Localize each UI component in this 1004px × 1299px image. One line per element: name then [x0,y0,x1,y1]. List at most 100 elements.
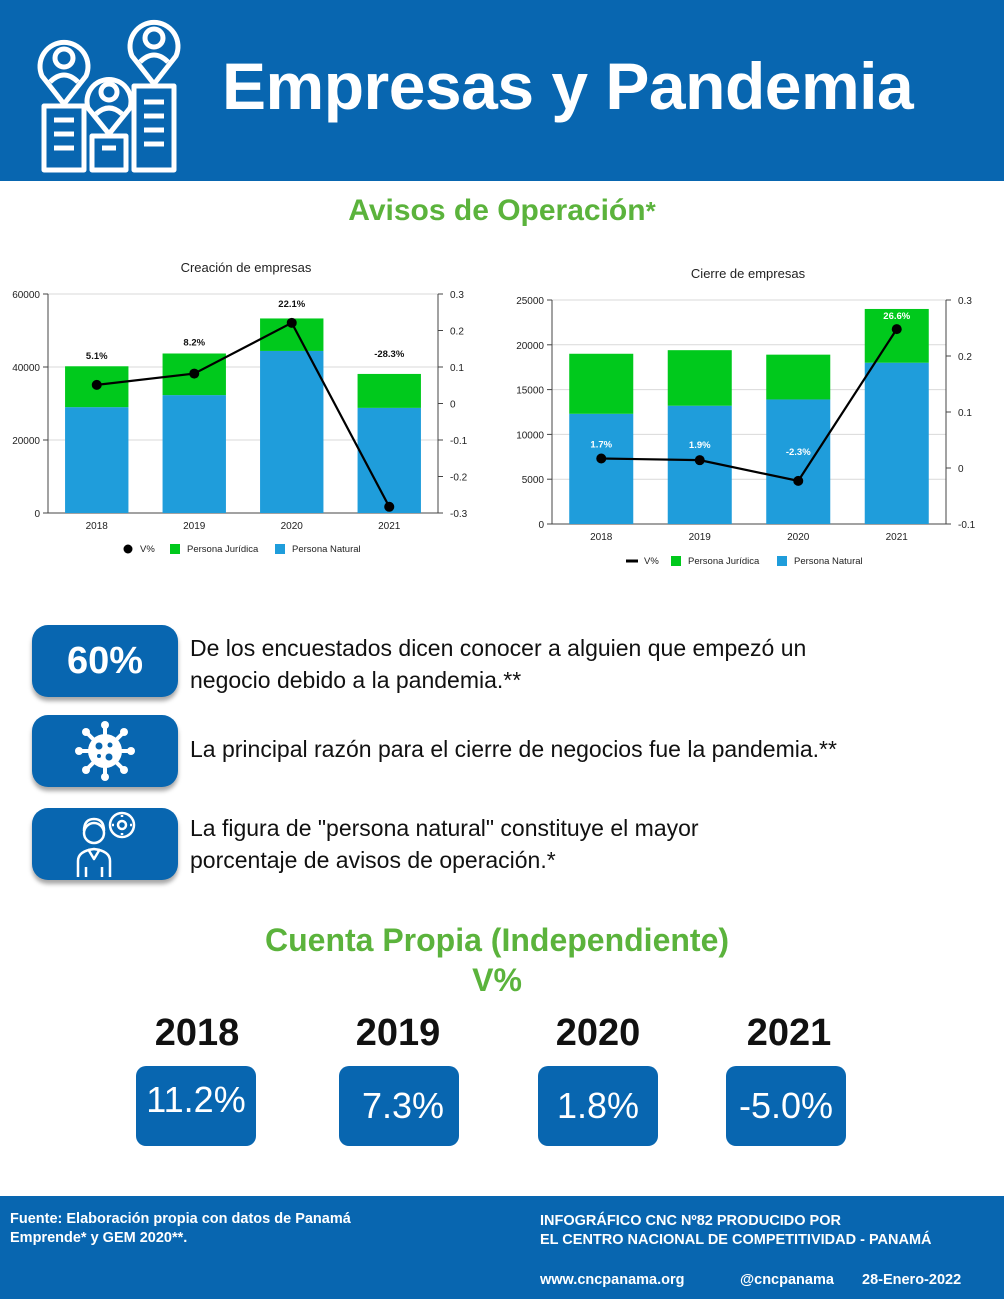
data-label: 8.2% [183,338,205,349]
bar-persona-natural [766,399,831,524]
x-tick-label: 2021 [886,532,909,543]
line-point [694,455,705,466]
chart-creacion-svg: Creación de empresas 0 20000 40000 60000 -0.3… [12,260,468,555]
y2-tick-label: -0.1 [450,436,468,447]
series-line-v [601,328,898,483]
fact-pill-60: 60% [32,625,178,697]
chart-cierre: Cierre de empresas 0 5000 10000 15000 20000 25… [500,258,1004,578]
line-point [189,368,200,379]
bar-persona-jurídica [667,350,732,406]
line-point [596,453,607,464]
fact-text-2: La principal razón para el cierre de neg… [190,736,837,762]
data-label: 1.9% [689,440,711,451]
bar-persona-natural [864,362,929,524]
chart-title: Creación de empresas [181,260,312,275]
chart-cierre-svg: Cierre de empresas 0 5000 10000 15000 20000 25… [516,266,976,567]
year-value-box: 1.8% [538,1066,658,1146]
legend-marker-v [123,544,133,554]
header: Empresas y Pandemia [0,0,1004,181]
bar-persona-jurídica [569,353,634,414]
chart-creacion: Creación de empresas 0 20000 40000 60000 -0.3… [0,252,470,572]
footer-social-handle[interactable]: @cncpanama [740,1272,834,1288]
cuenta-title: Cuenta Propia (Independiente) [264,922,730,958]
legend-label: Persona Natural [292,544,361,555]
footer-credit-line-2: EL CENTRO NACIONAL DE COMPETITIVIDAD - P… [540,1232,932,1248]
y2-tick-label: 0.3 [958,296,972,307]
x-tick-label: 2020 [787,532,810,543]
footer-source: Fuente: Elaboración propia con datos de … [10,1211,351,1246]
data-label: 5.1% [86,351,108,362]
y2-tick-label: 0 [958,464,964,475]
footer: Fuente: Elaboración propia con datos de … [0,1196,1004,1299]
legend-label: Persona Natural [794,556,863,567]
bar-persona-jurídica [864,308,929,363]
year-value: 7.3% [361,1085,445,1126]
y-tick-label: 60000 [12,290,40,301]
cuenta-subtitle: V% [472,962,522,998]
year-label: 2018 [154,1012,240,1054]
y2-tick-label: 0.2 [450,327,464,338]
year-value-box: 7.3% [339,1066,459,1146]
fact-text-3: La figura de "persona natural" constituy… [190,815,699,873]
year-value-box: 11.2% [136,1066,256,1146]
y-tick-label: 20000 [12,436,40,447]
legend-label: V% [644,556,659,567]
x-tick-label: 2019 [689,532,712,543]
bar-persona-jurídica [357,373,421,408]
data-label: 22.1% [278,299,305,310]
data-label: 1.7% [590,439,612,450]
fact-pill-virus [32,715,178,787]
year-value-box: -5.0% [726,1066,846,1146]
x-tick-label: 2019 [183,521,206,532]
x-tick-label: 2020 [281,521,304,532]
virus-icon [75,721,135,781]
year-label: 2020 [555,1012,641,1054]
fact-text-1: De los encuestados dicen conocer a algui… [190,635,807,693]
avisos-title-text: Avisos de Operación [348,194,646,227]
bar-persona-natural [65,407,129,513]
fact-percent: 60% [66,639,144,682]
bar-persona-natural [162,395,226,513]
year-label: 2019 [355,1012,441,1054]
legend-swatch [671,556,681,566]
y2-tick-label: -0.3 [450,509,468,520]
line-point [891,324,902,335]
y-tick-label: 0 [538,520,544,531]
footer-credit: INFOGRÁFICO CNC Nº82 PRODUCIDO POR EL CE… [540,1212,932,1250]
bar-persona-natural [260,350,324,513]
page-title: Empresas y Pandemia [222,49,914,123]
avisos-title: Avisos de Operación* [0,194,1004,228]
series-line-v [96,321,391,508]
line-point [793,475,804,486]
x-tick-label: 2021 [378,521,401,532]
x-tick-label: 2018 [590,532,613,543]
footer-website-link[interactable]: www.cncpanama.org [540,1272,685,1288]
business-people-icon [37,19,181,173]
y-tick-label: 20000 [516,341,544,352]
data-label: -2.3% [786,447,811,458]
y2-tick-label: 0.1 [958,408,972,419]
bar-persona-jurídica [766,354,831,400]
y2-tick-label: -0.2 [450,473,468,484]
y2-tick-label: 0.3 [450,290,464,301]
line-point [384,501,395,512]
y-tick-label: 10000 [516,430,544,441]
bar-persona-natural [569,413,634,524]
y2-tick-label: 0.2 [958,352,972,363]
legend-label: Persona Jurídica [688,556,760,567]
avisos-asterisk: * [645,196,656,226]
businesswoman-gear-icon [76,811,136,877]
y2-tick-label: 0.1 [450,363,464,374]
legend-swatch [777,556,787,566]
footer-date: 28-Enero-2022 [862,1272,962,1288]
y2-tick-label: 0 [450,400,456,411]
x-tick-label: 2018 [86,521,109,532]
data-label: 26.6% [883,311,910,322]
line-point [91,379,102,390]
year-value: -5.0% [738,1085,834,1126]
y-tick-label: 40000 [12,363,40,374]
fact-pill-woman [32,808,178,880]
y2-tick-label: -0.1 [958,520,976,531]
y-tick-label: 15000 [516,386,544,397]
year-value: 1.8% [556,1085,640,1126]
